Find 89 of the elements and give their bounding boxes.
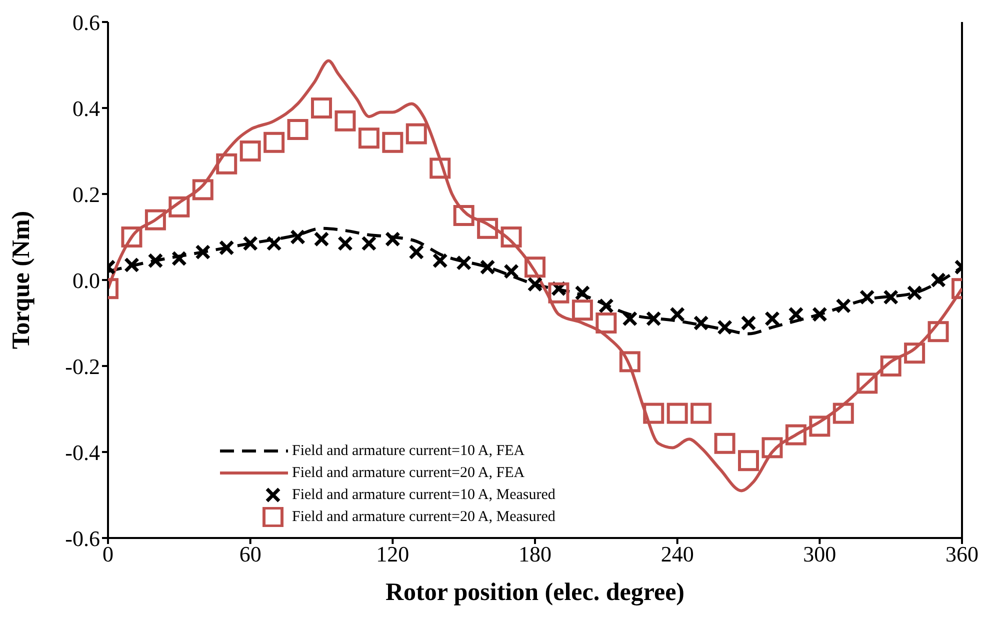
point [456,255,472,271]
point [287,119,308,140]
point [762,437,783,458]
point [738,450,759,472]
point [477,218,498,239]
y-tick-label: 0.2 [72,182,100,207]
point [480,259,496,275]
point [242,236,258,252]
point [524,256,546,278]
point [548,282,570,304]
point [904,342,926,364]
point [693,315,709,331]
point [670,306,686,322]
legend-label: Field and armature current=20 A, Measured [292,508,556,526]
point [574,285,590,301]
point [883,289,899,305]
point [812,306,828,322]
point [384,231,400,247]
x-tick-label: 180 [518,542,552,567]
point [764,310,780,326]
point [785,424,806,446]
point [218,240,234,256]
point [619,351,640,372]
x-tick-label: 0 [102,542,114,567]
point [144,209,166,230]
y-tick-label: -0.2 [65,354,100,379]
point [168,196,190,218]
point [192,179,214,200]
point [836,298,852,314]
point [266,236,282,252]
x-tick-label: 60 [239,542,262,567]
point [124,257,140,273]
point [880,356,902,376]
point [264,132,285,153]
point [382,132,404,153]
x-tick-label: 120 [376,542,410,567]
legend-label: Field and armature current=10 A, Measured [292,486,556,504]
point [666,402,688,424]
point [690,402,712,424]
legend-label: Field and armature current=10 A, FEA [292,442,525,460]
point [598,298,614,314]
point [334,110,356,132]
point [337,236,353,252]
point [314,231,330,247]
point [809,416,830,437]
point [358,128,380,149]
point [311,98,332,118]
point [408,244,424,260]
point [788,306,804,322]
point [504,264,520,280]
point [714,432,736,454]
legend-label: Field and armature current=20 A, FEA [292,464,525,482]
point [406,123,427,144]
point [430,158,451,179]
point [500,226,522,248]
point [930,272,946,288]
point [856,372,878,394]
point [643,402,664,424]
y-tick-label: -0.4 [65,440,100,465]
point [622,310,638,326]
point [121,226,142,248]
point [740,315,756,331]
point [646,310,662,326]
y-axis-title: Torque (Nm) [8,210,35,350]
point [432,252,448,268]
point [171,250,187,266]
point [290,229,306,245]
point [527,276,543,292]
y-tick-label: 0.4 [72,96,100,121]
x-tick-label: 300 [803,542,836,567]
point [859,289,875,305]
point [572,300,593,321]
point [148,252,164,268]
point [832,402,854,424]
x-axis-title: Rotor position (elec. degree) [386,579,684,606]
x-tick-label: 360 [946,542,978,567]
y-tick-label: 0.0 [72,268,100,293]
point [928,321,949,342]
point [717,320,733,336]
point [596,312,617,334]
point [361,236,377,252]
y-tick-label: -0.6 [65,526,100,551]
point [216,153,238,174]
point [906,285,922,301]
y-tick-label: 0.6 [72,10,100,35]
point [195,244,211,260]
point [240,140,261,162]
point [453,205,474,226]
x-tick-label: 240 [660,542,694,567]
